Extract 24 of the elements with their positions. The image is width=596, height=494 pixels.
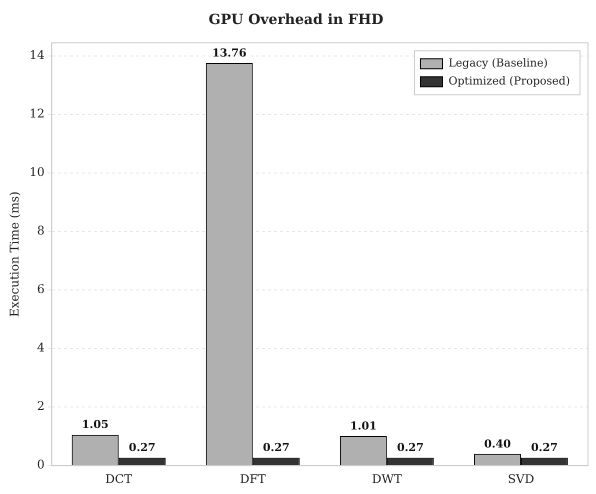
chart-title: GPU Overhead in FHD bbox=[208, 12, 384, 28]
data-label: 0.27 bbox=[128, 441, 156, 454]
y-tick-label: 10 bbox=[29, 165, 45, 180]
data-label: 0.27 bbox=[262, 441, 290, 454]
y-tick-label: 2 bbox=[37, 399, 45, 414]
legend-label: Optimized (Proposed) bbox=[448, 74, 570, 88]
y-tick-label: 8 bbox=[37, 224, 45, 238]
y-axis-title: Execution Time (ms) bbox=[7, 191, 22, 317]
x-tick-label: SVD bbox=[508, 472, 534, 486]
y-tick-label: 6 bbox=[37, 282, 45, 296]
legend-label: Legacy (Baseline) bbox=[448, 56, 548, 70]
x-tick-label: DCT bbox=[105, 472, 132, 486]
y-tick-label: 12 bbox=[29, 106, 45, 121]
data-label: 13.76 bbox=[212, 46, 247, 60]
y-tick-label: 14 bbox=[29, 48, 46, 62]
data-label: 0.27 bbox=[396, 441, 424, 454]
data-label: 1.05 bbox=[82, 418, 109, 432]
x-tick-label: DFT bbox=[240, 472, 266, 486]
y-tick-label: 0 bbox=[37, 458, 45, 472]
data-label: 0.40 bbox=[484, 437, 512, 450]
data-label: 1.01 bbox=[350, 419, 377, 432]
data-label: 0.27 bbox=[531, 441, 558, 454]
x-tick-label: DWT bbox=[372, 472, 402, 486]
y-tick-label: 4 bbox=[37, 340, 46, 355]
